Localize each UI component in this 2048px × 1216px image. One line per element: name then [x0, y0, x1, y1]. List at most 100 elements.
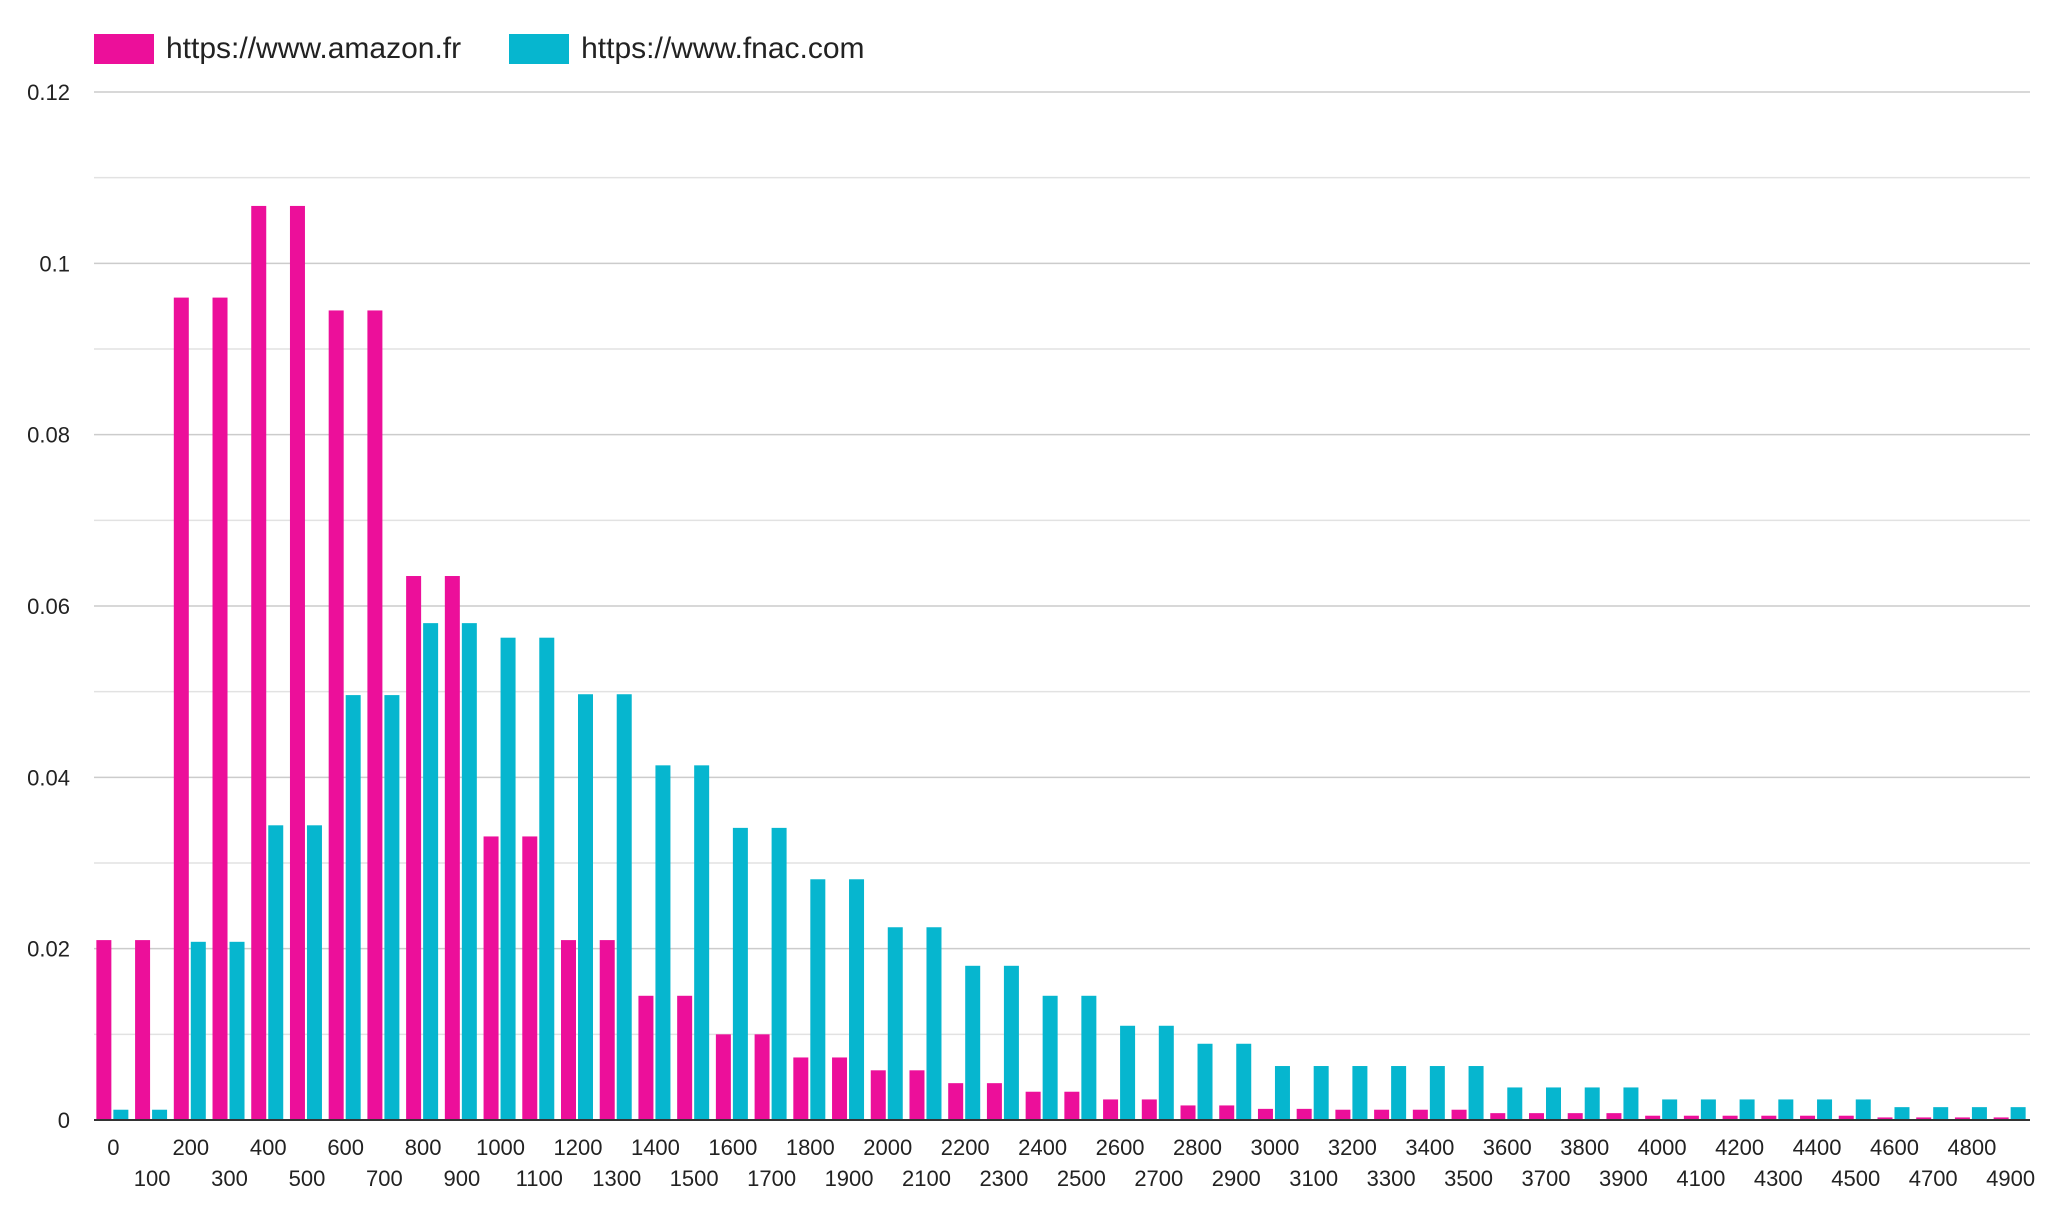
y-tick-label: 0.1	[39, 251, 70, 276]
x-tick-label: 3500	[1444, 1166, 1493, 1191]
bar-fnac	[1120, 1025, 1136, 1120]
bar-amazon	[1025, 1091, 1041, 1120]
bar-fnac	[1894, 1107, 1910, 1120]
bar-fnac	[771, 827, 787, 1120]
bar-fnac	[694, 765, 710, 1120]
bar-amazon	[870, 1070, 886, 1120]
bar-amazon	[754, 1034, 770, 1120]
bar-fnac	[1197, 1043, 1213, 1120]
x-tick-label: 2300	[979, 1166, 1028, 1191]
x-tick-label: 1300	[592, 1166, 641, 1191]
x-tick-label: 900	[443, 1166, 480, 1191]
bar-amazon	[1141, 1099, 1157, 1120]
bar-fnac	[1158, 1025, 1174, 1120]
bar-amazon	[1180, 1105, 1196, 1120]
bar-fnac	[965, 965, 981, 1120]
bar-fnac	[1003, 965, 1019, 1120]
bar-fnac	[1081, 995, 1097, 1120]
bar-fnac	[345, 695, 361, 1120]
x-tick-label: 4300	[1754, 1166, 1803, 1191]
bar-amazon	[715, 1034, 731, 1120]
y-tick-label: 0.06	[27, 594, 70, 619]
bar-amazon	[677, 995, 693, 1120]
bar-fnac	[1855, 1099, 1871, 1120]
x-tick-label: 4600	[1870, 1135, 1919, 1160]
bar-fnac	[113, 1109, 129, 1120]
bar-amazon	[1296, 1108, 1312, 1120]
bar-amazon	[1103, 1099, 1119, 1120]
bars	[96, 205, 2026, 1121]
bar-amazon	[1529, 1113, 1544, 1120]
bar-amazon	[909, 1070, 925, 1120]
bar-fnac	[810, 879, 826, 1120]
x-tick-label: 4700	[1909, 1166, 1958, 1191]
x-tick-label: 1000	[476, 1135, 525, 1160]
bar-amazon	[1916, 1117, 1932, 1120]
y-tick-label: 0	[58, 1108, 70, 1133]
bar-fnac	[1429, 1066, 1445, 1120]
x-tick-label: 2400	[1018, 1135, 1067, 1160]
bar-amazon	[251, 205, 267, 1121]
x-tick-label: 3800	[1560, 1135, 1609, 1160]
x-tick-label: 4400	[1793, 1135, 1842, 1160]
bar-fnac	[887, 927, 903, 1120]
bar-fnac	[423, 623, 439, 1120]
bar-amazon	[1412, 1109, 1428, 1120]
bar-fnac	[1274, 1066, 1290, 1120]
x-tick-label: 300	[211, 1166, 248, 1191]
bar-amazon	[1800, 1115, 1816, 1120]
x-tick-label: 3000	[1250, 1135, 1299, 1160]
x-tick-label: 3900	[1599, 1166, 1648, 1191]
y-axis: 0 0.02 0.04 0.06 0.08 0.1 0.12	[27, 80, 70, 1133]
bar-amazon	[406, 576, 422, 1120]
legend-label-fnac: https://www.fnac.com	[581, 32, 865, 65]
bar-fnac	[500, 637, 516, 1120]
bar-amazon	[1954, 1117, 1970, 1120]
x-tick-label: 600	[327, 1135, 364, 1160]
x-tick-label: 1700	[747, 1166, 796, 1191]
x-tick-label: 800	[405, 1135, 442, 1160]
x-tick-label: 1100	[516, 1166, 563, 1191]
legend-item-fnac[interactable]: https://www.fnac.com	[509, 32, 865, 66]
bar-amazon	[1374, 1109, 1390, 1120]
bar-amazon	[444, 576, 460, 1120]
bar-amazon	[793, 1057, 809, 1120]
bar-fnac	[849, 879, 865, 1120]
bar-amazon	[1877, 1117, 1893, 1120]
bar-fnac	[306, 825, 322, 1120]
y-tick-label: 0.02	[27, 937, 70, 962]
bar-fnac	[1739, 1099, 1755, 1120]
bar-fnac	[268, 825, 284, 1120]
y-tick-label: 0.04	[27, 765, 70, 790]
bar-fnac	[539, 637, 555, 1120]
bar-amazon	[1257, 1108, 1273, 1120]
bar-fnac	[1468, 1066, 1484, 1120]
bar-amazon	[1490, 1113, 1506, 1120]
bar-amazon	[1567, 1113, 1583, 1120]
bar-amazon	[1683, 1115, 1699, 1120]
x-tick-label: 4800	[1947, 1135, 1996, 1160]
bar-fnac	[1623, 1087, 1639, 1120]
bar-fnac	[1933, 1107, 1949, 1120]
legend-swatch-fnac	[509, 34, 570, 64]
bar-fnac	[1700, 1099, 1716, 1120]
x-tick-label: 700	[366, 1166, 403, 1191]
x-tick-label: 2700	[1134, 1166, 1183, 1191]
bar-fnac	[1971, 1107, 1987, 1120]
bar-amazon	[599, 940, 615, 1120]
bar-fnac	[732, 827, 748, 1120]
bar-fnac	[1352, 1066, 1368, 1120]
x-tick-label: 2000	[863, 1135, 912, 1160]
bar-amazon	[986, 1083, 1002, 1120]
chart-legend: https://www.amazon.fr https://www.fnac.c…	[94, 32, 913, 66]
bar-amazon	[289, 205, 305, 1121]
x-tick-label: 2500	[1057, 1166, 1106, 1191]
x-tick-label: 3300	[1367, 1166, 1416, 1191]
x-tick-label: 3700	[1522, 1166, 1571, 1191]
x-tick-label: 4100	[1676, 1166, 1725, 1191]
x-tick-label: 1600	[708, 1135, 757, 1160]
bar-amazon	[1645, 1115, 1661, 1120]
bar-amazon	[328, 310, 344, 1120]
legend-item-amazon[interactable]: https://www.amazon.fr	[94, 32, 461, 66]
